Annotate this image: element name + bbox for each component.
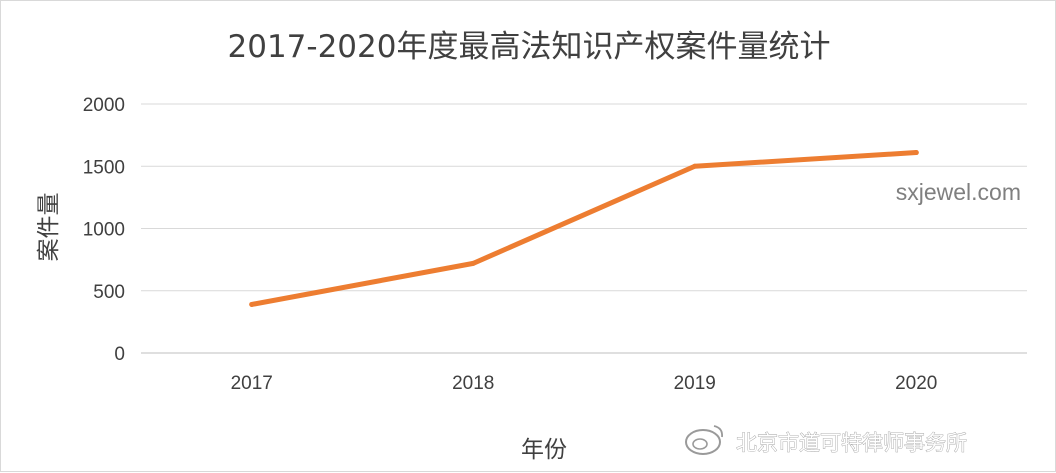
y-axis-ticks: 0 500 1000 1500 2000 xyxy=(83,95,125,365)
x-tick-label: 2019 xyxy=(674,373,716,394)
x-axis-label: 年份 xyxy=(521,437,567,463)
chart-title: 2017-2020年度最高法知识产权案件量统计 xyxy=(228,29,831,65)
series-line xyxy=(249,150,919,307)
y-tick-label: 1000 xyxy=(83,220,125,241)
x-tick-label: 2018 xyxy=(452,373,494,394)
y-tick-label: 500 xyxy=(93,282,125,303)
grid-layer xyxy=(141,103,1027,354)
watermark-site: sxjewel.com xyxy=(896,179,1021,205)
data-point xyxy=(692,163,698,169)
weibo-logo-icon xyxy=(685,425,723,455)
x-tick-label: 2020 xyxy=(895,373,937,394)
y-tick-label: 2000 xyxy=(83,95,125,116)
x-tick-label: 2017 xyxy=(231,373,273,394)
data-point xyxy=(913,150,919,156)
y-tick-label: 0 xyxy=(114,344,125,365)
watermark-weibo: 北京市道可特律师事务所 xyxy=(736,431,967,455)
y-axis-label: 案件量 xyxy=(36,193,62,262)
y-tick-label: 1500 xyxy=(83,157,125,178)
x-axis-ticks: 2017 2018 2019 2020 xyxy=(231,373,938,394)
series-layer xyxy=(249,150,919,307)
data-point xyxy=(470,260,476,266)
data-point xyxy=(249,301,255,307)
